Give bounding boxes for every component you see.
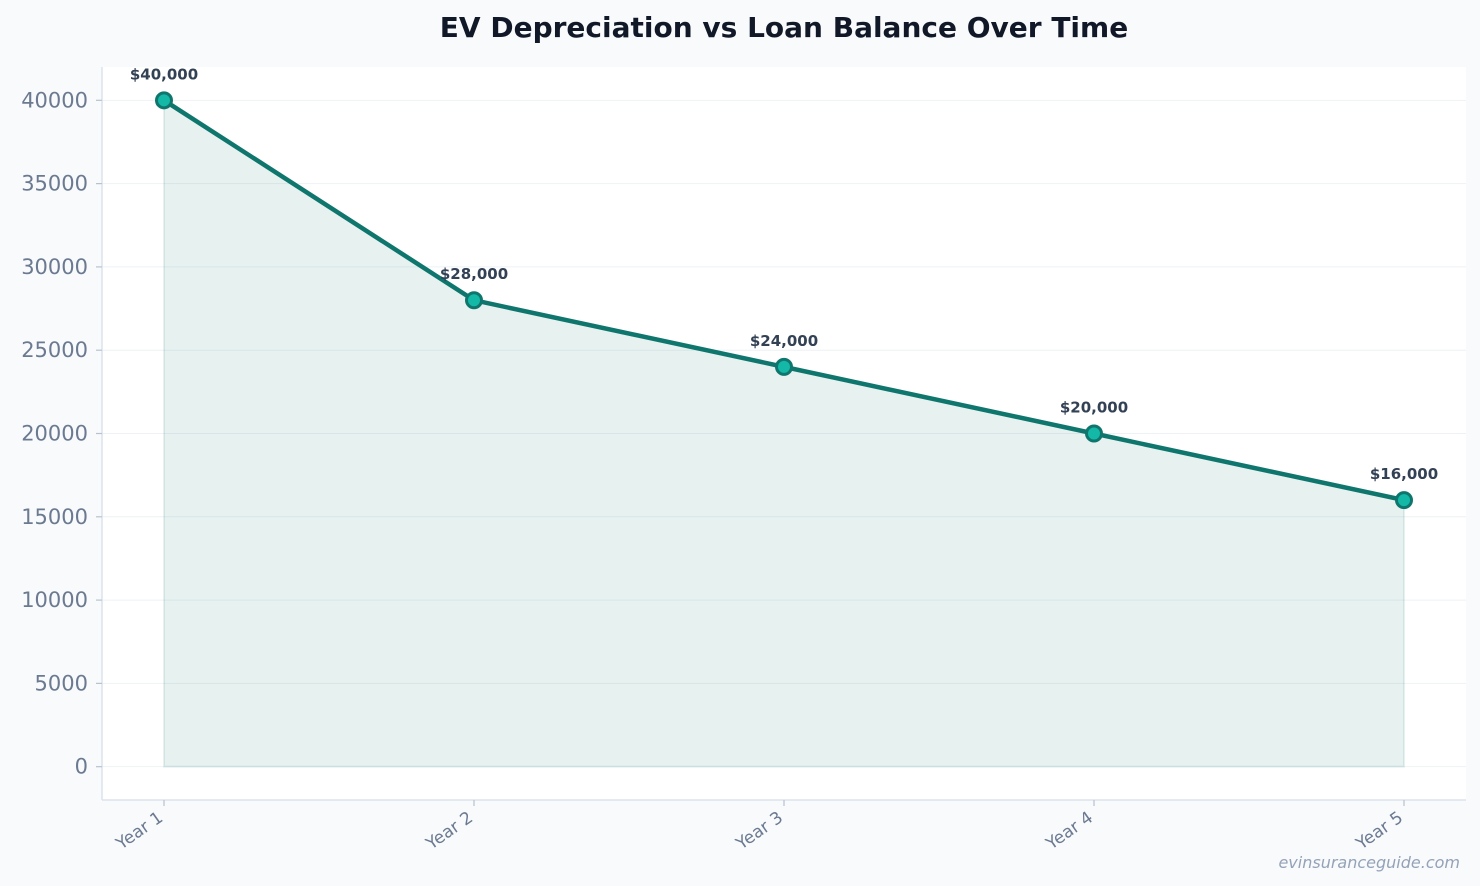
data-label: $28,000 xyxy=(440,265,508,283)
y-tick-label: 10000 xyxy=(21,588,88,612)
y-tick-label: 15000 xyxy=(21,505,88,529)
data-point xyxy=(1395,491,1413,510)
y-tick-label: 5000 xyxy=(35,671,88,695)
y-tick-label: 40000 xyxy=(21,88,88,112)
markers-layer xyxy=(155,91,1413,510)
data-point xyxy=(155,91,173,110)
data-point xyxy=(465,291,483,310)
data-label: $20,000 xyxy=(1060,399,1128,417)
data-point xyxy=(1085,424,1103,443)
y-tick-label: 0 xyxy=(75,755,88,779)
y-tick-label: 25000 xyxy=(21,338,88,362)
data-label: $24,000 xyxy=(750,332,818,350)
y-tick-labels: 0 5000 10000 15000 20000 25000 30000 35000 40000 xyxy=(21,88,102,779)
data-label: $16,000 xyxy=(1370,465,1438,483)
y-tick-label: 35000 xyxy=(21,172,88,196)
chart-title: EV Depreciation vs Loan Balance Over Tim… xyxy=(440,11,1128,44)
grid-lines xyxy=(102,99,1466,768)
data-labels-layer: $40,000 $28,000 $24,000 $20,000 $16,000 xyxy=(130,65,1438,483)
watermark-text: evinsuranceguide.com xyxy=(1278,853,1460,872)
data-label: $40,000 xyxy=(130,65,198,83)
y-tick-label: 30000 xyxy=(21,255,88,279)
data-point xyxy=(775,357,793,376)
y-tick-label: 20000 xyxy=(21,422,88,446)
